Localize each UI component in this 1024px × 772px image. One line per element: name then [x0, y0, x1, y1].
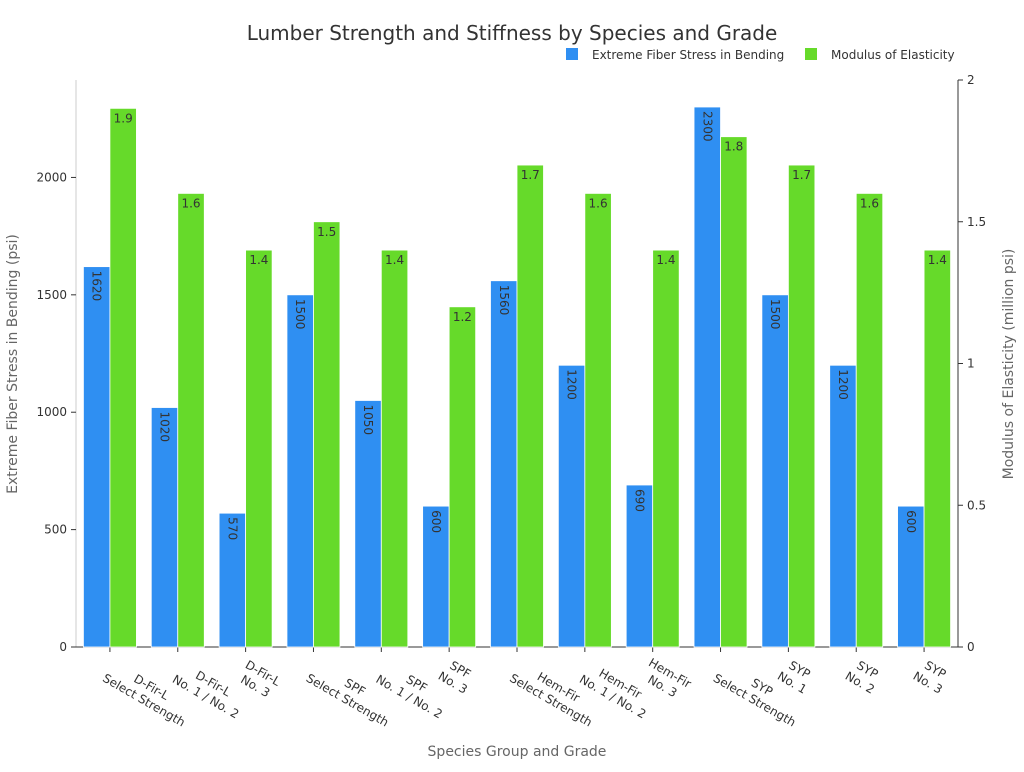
data-label-bending: 2300 — [700, 111, 714, 142]
bar-bending — [761, 294, 789, 648]
y-axis-label: Extreme Fiber Stress in Bending (psi) — [5, 234, 21, 494]
data-label-bending: 1050 — [361, 404, 375, 435]
data-label-bending: 1020 — [158, 412, 172, 443]
data-label-elasticity: 1.2 — [453, 310, 472, 324]
bar-elasticity — [245, 249, 273, 648]
bar-elasticity — [516, 164, 544, 648]
bar-elasticity — [380, 249, 409, 648]
bar-elasticity — [720, 136, 748, 648]
data-label-bending: 1560 — [497, 285, 511, 316]
bar-elasticity — [109, 107, 137, 648]
legend: Extreme Fiber Stress in Bending Modulus … — [566, 48, 955, 62]
y-tick-label: 2000 — [36, 170, 67, 184]
x-axis-label: Species Group and Grade — [428, 744, 607, 760]
bar-elasticity — [787, 164, 816, 648]
y-tick-label: 500 — [44, 523, 67, 537]
bar-elasticity — [177, 192, 205, 648]
x-tick-label: Hem-FirNo. 1 / No. 2 — [577, 659, 656, 721]
legend-swatch-bending — [566, 48, 578, 60]
bar-bending — [354, 400, 382, 648]
data-label-elasticity: 1.4 — [928, 253, 947, 267]
data-label-bending: 1200 — [565, 369, 579, 400]
x-tick-label: SPFNo. 1 / No. 2 — [373, 659, 452, 721]
bar-elasticity — [923, 249, 951, 648]
legend-swatch-elasticity — [805, 48, 817, 60]
data-label-elasticity: 1.6 — [860, 196, 879, 210]
data-label-bending: 1500 — [768, 299, 782, 330]
x-tick-label: Hem-FirSelect Strength — [507, 658, 602, 729]
x-tick-label: SYPNo. 1 — [775, 656, 817, 697]
bar-bending — [286, 294, 314, 648]
y2-axis-label: Modulus of Elasticity (million psi) — [1001, 249, 1017, 480]
x-tick-label: SPFNo. 3 — [436, 656, 478, 697]
data-label-bending: 1200 — [836, 369, 850, 400]
data-label-bending: 600 — [429, 510, 443, 533]
y2-tick-label: 1 — [967, 357, 975, 371]
bar-elasticity — [584, 192, 612, 648]
bar-bending — [150, 407, 179, 648]
data-label-bending: 570 — [225, 517, 239, 540]
data-label-elasticity: 1.4 — [249, 253, 268, 267]
x-tick-label: SPFSelect Strength — [304, 658, 399, 729]
x-tick-label: SYPNo. 3 — [911, 656, 953, 697]
bar-elasticity — [313, 221, 341, 648]
y2-tick-label: 1.5 — [967, 215, 986, 229]
data-label-elasticity: 1.8 — [724, 140, 743, 154]
bar-bending — [490, 280, 518, 648]
bar-bending — [218, 512, 247, 648]
y2-tick-label: 0 — [967, 640, 975, 654]
legend-label-bending: Extreme Fiber Stress in Bending — [592, 48, 784, 62]
data-label-elasticity: 1.6 — [589, 196, 608, 210]
legend-label-elasticity: Modulus of Elasticity — [831, 48, 955, 62]
data-label-elasticity: 1.4 — [385, 253, 404, 267]
data-label-elasticity: 1.5 — [317, 225, 336, 239]
bar-elasticity — [855, 192, 884, 648]
bar-bending — [897, 505, 925, 648]
data-label-elasticity: 1.7 — [792, 168, 811, 182]
bar-bending — [422, 505, 450, 648]
y2-tick-label: 2 — [967, 73, 975, 87]
bar-elasticity — [652, 249, 680, 648]
bar-elasticity — [448, 306, 477, 648]
data-label-bending: 690 — [632, 489, 646, 512]
x-tick-label: Hem-FirNo. 3 — [639, 656, 694, 705]
data-label-bending: 1620 — [90, 271, 104, 302]
data-label-bending: 1500 — [293, 299, 307, 330]
x-tick-label: D-Fir-LSelect Strength — [100, 658, 195, 729]
chart-title: Lumber Strength and Stiffness by Species… — [247, 21, 778, 45]
y2-tick-label: 0.5 — [967, 498, 986, 512]
bar-bending — [829, 364, 857, 648]
data-label-elasticity: 1.9 — [114, 111, 133, 125]
data-label-elasticity: 1.6 — [181, 196, 200, 210]
bar-bending — [557, 364, 586, 648]
bar-bending — [83, 266, 111, 648]
y-tick-label: 1000 — [36, 405, 67, 419]
y-tick-label: 1500 — [36, 288, 67, 302]
data-label-elasticity: 1.4 — [656, 253, 675, 267]
data-label-elasticity: 1.7 — [521, 168, 540, 182]
data-label-bending: 600 — [904, 510, 918, 533]
x-tick-label: SYPNo. 2 — [843, 656, 885, 697]
x-tick-label: D-Fir-LNo. 1 / No. 2 — [170, 659, 249, 721]
y-tick-label: 0 — [59, 640, 67, 654]
x-tick-label: D-Fir-LNo. 3 — [235, 658, 283, 702]
bar-bending — [693, 106, 721, 648]
